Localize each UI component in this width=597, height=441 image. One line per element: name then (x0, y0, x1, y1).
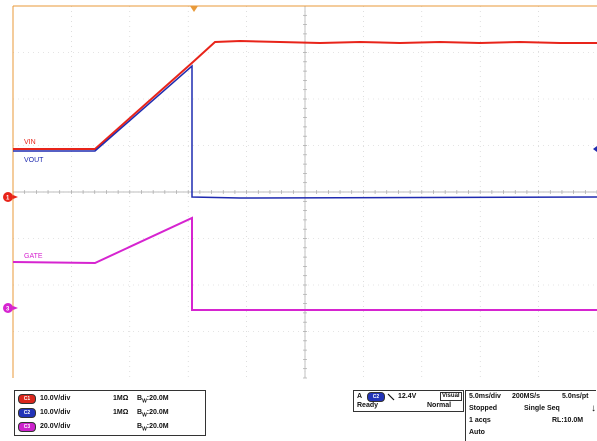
vin-trace (13, 39, 597, 150)
channel-settings-box[interactable]: C1 10.0V/div 1MΩ BW:20.0M C2 10.0V/div 1… (14, 390, 206, 436)
channel-row-3[interactable]: C3 20.0V/div BW:20.0M (15, 421, 205, 432)
graticule (12, 5, 597, 379)
ch1-badge[interactable]: C1 (18, 394, 36, 404)
ch3-marker-number: 3 (6, 307, 10, 313)
ch3-ground-marker-icon[interactable]: 3 (3, 303, 18, 313)
acquisition-settings-box[interactable]: 5.0ms/div 200MS/s 5.0ns/pt Stopped Singl… (465, 390, 596, 441)
trigger-position-icon[interactable] (190, 6, 198, 12)
trigger-level: 12.4V (398, 393, 417, 400)
vin-label: VIN (24, 139, 36, 146)
ch2-badge[interactable]: C2 (18, 408, 36, 418)
resolution: 5.0ns/pt (562, 393, 589, 400)
ch3-badge[interactable]: C3 (18, 422, 36, 432)
gate-trace (12, 216, 597, 311)
trigger-source: A (357, 393, 363, 400)
ch2-bandwidth: BW:20.0M (137, 409, 169, 419)
vout-label: VOUT (24, 157, 44, 164)
oscilloscope-display: VIN VOUT GATE 1 3 (3, 5, 597, 379)
acquisition-status: Stopped (469, 405, 497, 412)
trigger-visual-badge[interactable]: Visual (440, 392, 462, 401)
ch1-bandwidth: BW:20.0M (137, 395, 169, 405)
ch3-bandwidth: BW:20.0M (137, 423, 169, 433)
gate-label: GATE (24, 253, 43, 260)
sample-rate: 200MS/s (512, 393, 541, 400)
trigger-mode: Normal (427, 402, 452, 409)
rising-edge-icon (387, 393, 395, 401)
trigger-level-icon[interactable] (593, 146, 597, 152)
status-panel: C1 10.0V/div 1MΩ BW:20.0M C2 10.0V/div 1… (0, 382, 597, 441)
trigger-channel-badge[interactable]: C2 (367, 392, 385, 402)
ch1-coupling: 1MΩ (113, 395, 129, 402)
timebase: 5.0ms/div (469, 393, 501, 400)
ch1-ground-marker-icon[interactable]: 1 (3, 192, 18, 202)
ch1-marker-number: 1 (6, 196, 10, 202)
trigger-state: Ready (357, 402, 379, 409)
ch1-scale: 10.0V/div (40, 395, 71, 402)
channel-row-1[interactable]: C1 10.0V/div 1MΩ BW:20.0M (15, 393, 205, 404)
ch3-scale: 20.0V/div (40, 423, 71, 430)
ch2-scale: 10.0V/div (40, 409, 71, 416)
ch2-coupling: 1MΩ (113, 409, 129, 416)
trigger-settings-box[interactable]: A C2 12.4V Visual Ready Normal (353, 390, 464, 412)
auto-mode: Auto (469, 429, 485, 436)
vout-trace (13, 64, 597, 199)
acqs-count: 1 acqs (469, 417, 491, 424)
channel-row-2[interactable]: C2 10.0V/div 1MΩ BW:20.0M (15, 407, 205, 418)
down-arrow-icon: ↓ (591, 403, 596, 414)
record-length: RL:10.0M (552, 417, 584, 424)
sequence-mode: Single Seq (524, 405, 560, 412)
